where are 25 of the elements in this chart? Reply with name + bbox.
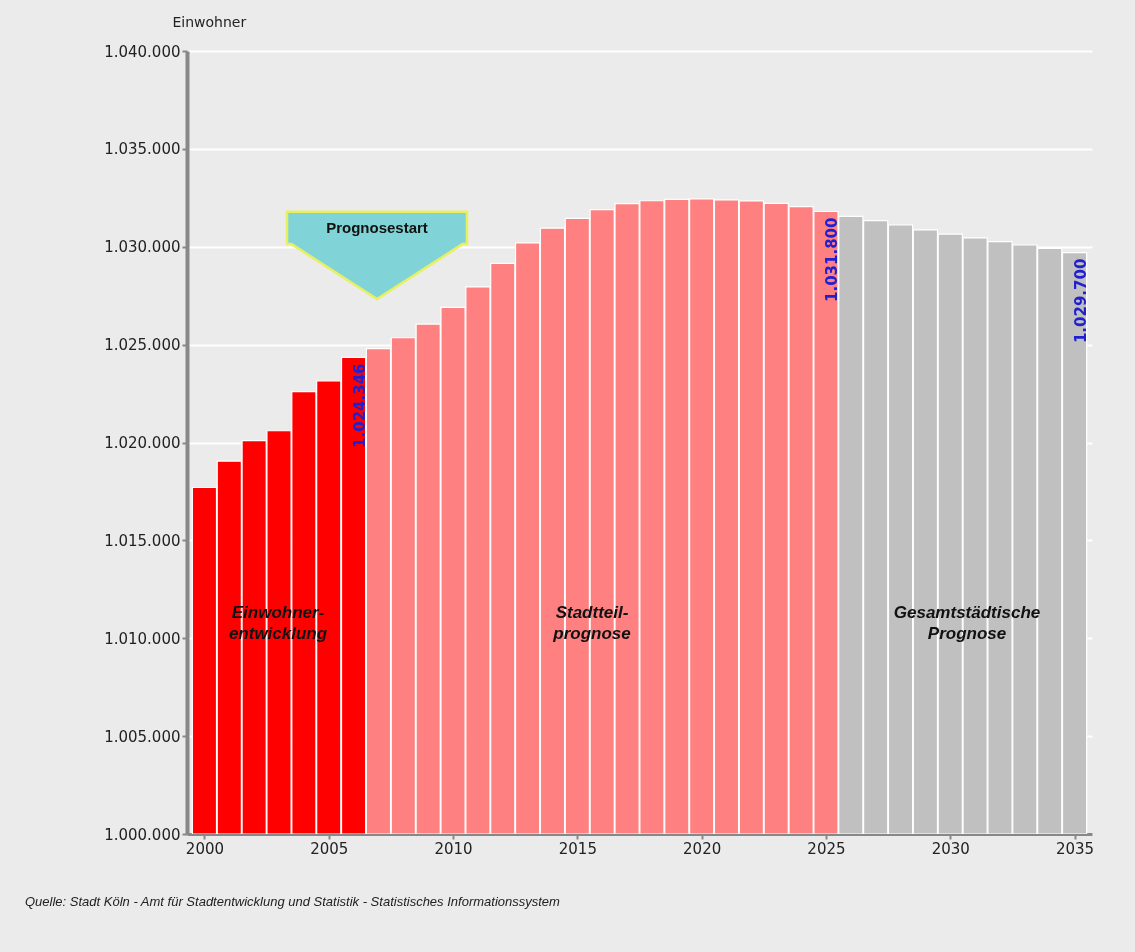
y-axis-title: Einwohner bbox=[172, 13, 247, 30]
annotation: Prognosestart bbox=[326, 219, 428, 236]
y-tick-label: 1.005.000 bbox=[104, 727, 181, 746]
x-tick-label: 2035 bbox=[1055, 839, 1095, 858]
annotation: Stadtteil- prognose bbox=[552, 603, 631, 643]
x-tick-label: 2025 bbox=[807, 839, 846, 858]
data-label: 1.029.700 bbox=[1071, 258, 1090, 344]
y-tick-label: 1.010.000 bbox=[104, 629, 181, 648]
annotation: Gesamtstädtische Prognose bbox=[893, 603, 1041, 643]
x-tick-label: 2010 bbox=[434, 839, 473, 858]
x-tick-label: 2015 bbox=[558, 839, 597, 858]
y-tick-label: 1.040.000 bbox=[104, 42, 181, 61]
y-tick-label: 1.020.000 bbox=[104, 434, 181, 452]
y-tick-label: 1.030.000 bbox=[104, 238, 181, 257]
source-note: Quelle: Stadt Köln - Amt für Stadtentwicklung und Statistik - Statistisches Informationssystem bbox=[25, 894, 561, 909]
y-tick-label: 1.025.000 bbox=[104, 336, 181, 355]
data-label: 1.031.800 bbox=[822, 217, 841, 302]
x-tick-label: 2005 bbox=[310, 839, 349, 858]
data-label: 1.024.346 bbox=[350, 363, 369, 448]
y-tick-label: 1.000.000 bbox=[104, 825, 181, 844]
y-tick-label: 1.035.000 bbox=[104, 140, 181, 159]
x-tick-label: 2020 bbox=[683, 839, 722, 858]
x-tick-label: 2000 bbox=[185, 839, 225, 858]
y-tick-label: 1.015.000 bbox=[104, 531, 181, 550]
x-tick-label: 2030 bbox=[931, 839, 970, 858]
